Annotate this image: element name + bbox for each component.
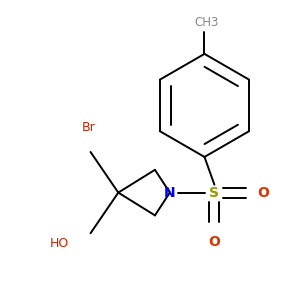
Text: Br: Br: [82, 121, 95, 134]
Text: CH3: CH3: [194, 16, 219, 29]
Text: O: O: [257, 186, 269, 200]
Text: S: S: [209, 186, 219, 200]
Text: O: O: [208, 235, 220, 249]
Text: N: N: [164, 186, 176, 200]
Text: HO: HO: [50, 237, 69, 250]
